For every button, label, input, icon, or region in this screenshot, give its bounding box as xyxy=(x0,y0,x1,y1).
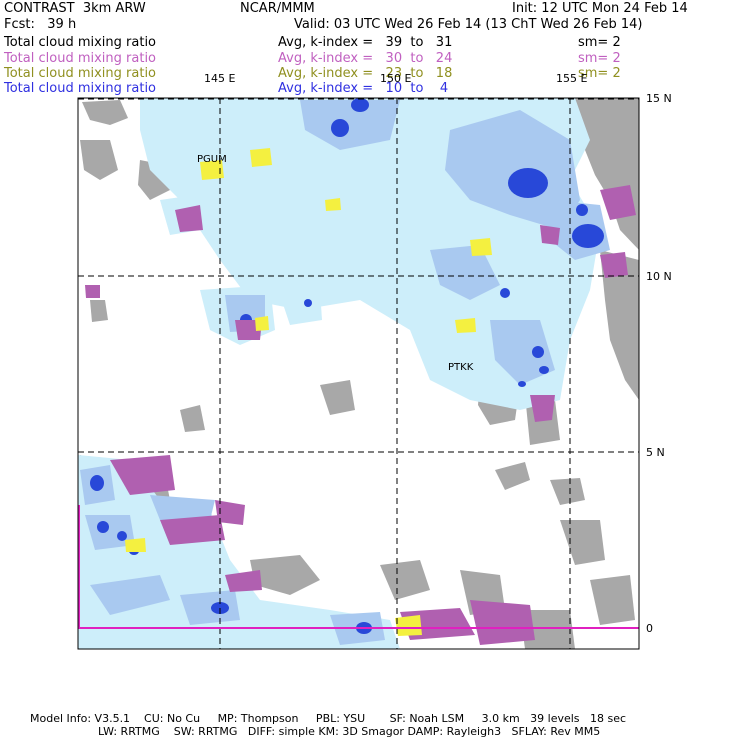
station-ptkk: PTKK xyxy=(448,362,474,373)
lat-label-0: 0 xyxy=(646,622,653,635)
cloud-purple-patches xyxy=(85,185,636,645)
init-time: Init: 12 UTC Mon 24 Feb 14 xyxy=(512,1,688,16)
legend-label-3: Total cloud mixing ratio xyxy=(4,66,157,81)
legend-stats-1: Avg, k-index = 39 to 31 xyxy=(278,35,453,50)
legend-sm-2: sm= 2 xyxy=(578,51,621,66)
forecast-hour: Fcst: 39 h xyxy=(4,17,77,32)
model-title: CONTRAST 3km ARW xyxy=(4,1,146,16)
lat-label-15n: 15 N xyxy=(646,92,672,105)
legend-stats-3: Avg, k-index = 23 to 18 xyxy=(278,66,453,81)
lat-label-5n: 5 N xyxy=(646,446,665,459)
lat-label-10n: 10 N xyxy=(646,270,672,283)
legend-sm-3: sm= 2 xyxy=(578,66,621,81)
cloud-dark-cores xyxy=(90,98,604,634)
lat-lon-grid xyxy=(78,98,639,649)
lon-label-145: 145 E xyxy=(204,72,235,85)
legend-stats-4: Avg, k-index = 10 to 4 xyxy=(278,81,449,96)
org-label: NCAR/MMM xyxy=(240,1,315,16)
legend-label-2: Total cloud mixing ratio xyxy=(4,51,157,66)
legend-stats-2: Avg, k-index = 30 to 24 xyxy=(278,51,453,66)
cloud-mid xyxy=(80,100,610,645)
valid-time: Valid: 03 UTC Wed 26 Feb 14 (13 ChT Wed … xyxy=(294,17,643,32)
cloud-yellow-patches xyxy=(125,148,492,636)
legend-label-4: Total cloud mixing ratio xyxy=(4,81,157,96)
legend-label-1: Total cloud mixing ratio xyxy=(4,35,157,50)
legend-sm-1: sm= 2 xyxy=(578,35,621,50)
station-pgum: PGUM xyxy=(197,154,227,165)
footer-model-info: Model Info: V3.5.1 CU: No Cu MP: Thompso… xyxy=(30,712,627,725)
map-frame xyxy=(77,97,640,650)
footer-physics-info: LW: RRTMG SW: RRTMG DIFF: simple KM: 3D … xyxy=(98,725,601,738)
lon-label-155: 155 E xyxy=(556,72,587,85)
lon-label-150: 150 E xyxy=(380,72,411,85)
